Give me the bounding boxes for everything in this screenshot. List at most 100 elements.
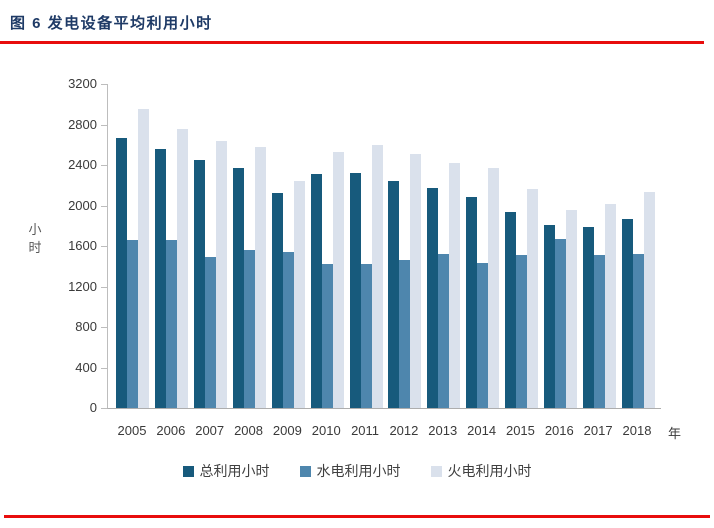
bar-total-2014 <box>466 197 478 408</box>
bar-group-2017 <box>583 204 617 408</box>
y-axis-title: 小时 <box>28 222 42 255</box>
y-axis-tick-1200 <box>101 286 107 288</box>
y-axis-tick-2000 <box>101 205 107 207</box>
x-axis-unit-label: 年 <box>668 426 682 441</box>
x-axis-label-2018: 2018 <box>622 423 652 438</box>
y-axis-tick-800 <box>101 327 107 328</box>
bar-hydro-2018 <box>632 254 644 408</box>
bar-group-2018 <box>621 192 655 408</box>
y-axis-tick-0 <box>101 408 107 409</box>
bar-thermal-2011 <box>371 145 383 408</box>
bar-total-2012 <box>388 181 400 408</box>
y-axis-tick-2400 <box>101 165 107 166</box>
y-axis-tick-1600 <box>101 246 107 247</box>
bar-group-2010 <box>310 152 344 408</box>
title-underline-rule <box>0 41 704 44</box>
bar-hydro-2014 <box>477 263 489 408</box>
legend-label-total: 总利用小时 <box>199 463 270 479</box>
bar-hydro-2016 <box>555 239 567 408</box>
bar-hydro-2009 <box>282 252 294 408</box>
x-axis-label-2008: 2008 <box>234 423 263 438</box>
y-axis-label-800: 800 <box>75 319 97 334</box>
x-axis-label-2016: 2016 <box>544 423 574 438</box>
bar-total-2006 <box>154 149 166 408</box>
legend-label-hydro: 水电利用小时 <box>316 463 401 479</box>
legend-swatch-1 <box>299 465 311 477</box>
y-axis-label-2400: 2400 <box>68 157 97 172</box>
bar-group-2011 <box>349 145 383 408</box>
bar-total-2018 <box>621 219 633 408</box>
x-axis-labels: 2005 2006 2007 2008 2009 2010 2011 2012 2013 2014… <box>107 423 660 438</box>
x-axis-label-2017: 2017 <box>583 423 613 438</box>
bar-total-2007 <box>193 160 205 408</box>
bar-total-2017 <box>583 227 595 408</box>
y-axis-label-400: 400 <box>75 359 97 375</box>
x-axis-label-2015: 2015 <box>505 423 535 438</box>
y-axis-tick-3200 <box>101 84 107 85</box>
bar-thermal-2018 <box>643 192 655 408</box>
bar-hydro-2010 <box>321 264 333 408</box>
bar-thermal-2009 <box>293 181 305 408</box>
y-axis-label-0: 0 <box>89 400 97 415</box>
x-axis-label-2005: 2005 <box>117 423 147 438</box>
bar-total-2010 <box>310 174 322 408</box>
bar-total-2015 <box>505 212 517 408</box>
x-axis-label-2010: 2010 <box>311 423 341 438</box>
bar-group-2014 <box>466 168 500 408</box>
bar-group-2006 <box>154 129 188 408</box>
bar-total-2011 <box>349 173 361 408</box>
bar-thermal-2016 <box>566 210 578 408</box>
legend-swatch-0 <box>182 465 194 477</box>
bar-hydro-2012 <box>399 260 411 408</box>
plot-area <box>107 84 661 409</box>
x-axis-label-2011: 2011 <box>351 423 380 438</box>
bar-thermal-2014 <box>488 168 500 408</box>
bar-total-2013 <box>427 188 439 408</box>
bar-thermal-2013 <box>449 163 461 408</box>
bar-total-2005 <box>116 138 127 408</box>
legend-item-total: 总利用小时 <box>182 461 270 481</box>
bar-thermal-2012 <box>410 154 422 408</box>
bar-group-2007 <box>193 141 227 408</box>
bar-thermal-2015 <box>527 189 539 408</box>
bar-group-2005 <box>116 109 149 408</box>
legend-swatch-2 <box>430 465 442 477</box>
bar-total-2016 <box>544 225 556 408</box>
bar-thermal-2017 <box>605 204 617 408</box>
bar-hydro-2007 <box>204 257 216 408</box>
bar-hydro-2011 <box>360 264 372 408</box>
x-axis-label-2014: 2014 <box>467 423 497 438</box>
y-axis-label-3200: 3200 <box>68 76 97 91</box>
bar-thermal-2005 <box>138 109 149 408</box>
y-axis-label-1200: 1200 <box>68 278 97 294</box>
bar-total-2009 <box>271 193 283 408</box>
legend-item-hydro: 水电利用小时 <box>299 461 401 481</box>
chart-legend: 总利用小时 水电利用小时 火电利用小时 <box>0 461 714 481</box>
bar-group-2008 <box>232 147 266 408</box>
x-axis-label-2006: 2006 <box>156 423 186 438</box>
bar-group-2012 <box>388 154 422 408</box>
bar-group-2013 <box>427 163 461 408</box>
bar-groups <box>108 84 661 408</box>
bar-group-2009 <box>271 181 305 408</box>
bar-hydro-2013 <box>438 254 450 408</box>
bar-hydro-2005 <box>127 240 138 408</box>
legend-item-thermal: 火电利用小时 <box>430 461 532 481</box>
y-axis-label-2800: 2800 <box>68 116 97 132</box>
bar-group-2016 <box>544 210 578 408</box>
bar-hydro-2017 <box>594 255 606 408</box>
bar-hydro-2015 <box>516 255 528 408</box>
bar-total-2008 <box>232 168 244 408</box>
y-axis-tick-2800 <box>101 124 107 126</box>
bar-hydro-2008 <box>243 250 255 408</box>
x-axis-label-2013: 2013 <box>428 423 458 438</box>
bar-hydro-2006 <box>165 240 177 408</box>
y-axis-label-2000: 2000 <box>68 197 97 213</box>
bottom-red-rule <box>4 515 710 518</box>
bar-group-2015 <box>505 189 539 408</box>
x-axis-label-2009: 2009 <box>272 423 302 438</box>
y-axis-label-1600: 1600 <box>68 238 97 253</box>
legend-label-thermal: 火电利用小时 <box>447 463 532 479</box>
y-axis-tick-400 <box>101 367 107 369</box>
